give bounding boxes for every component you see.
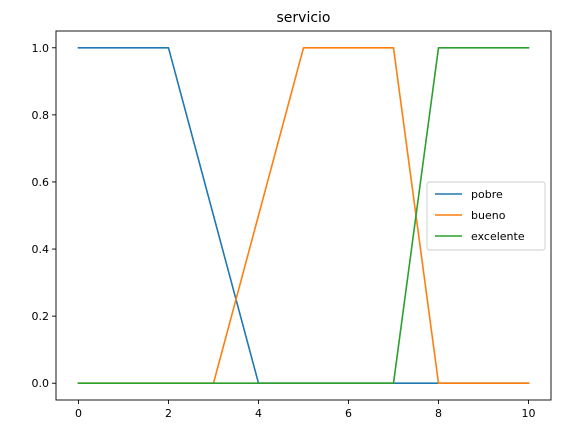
- x-tick-label: 6: [345, 407, 352, 420]
- legend: pobre bueno excelente: [427, 182, 545, 250]
- y-tick-label: 0.2: [32, 310, 50, 323]
- legend-label-bueno: bueno: [471, 209, 506, 222]
- y-tick-label: 0.4: [32, 243, 50, 256]
- y-tick-label: 0.6: [32, 176, 50, 189]
- legend-label-excelente: excelente: [471, 230, 525, 243]
- legend-label-pobre: pobre: [471, 188, 503, 201]
- x-tick-label: 2: [165, 407, 172, 420]
- x-tick-label: 8: [435, 407, 442, 420]
- y-tick-label: 0.8: [32, 109, 50, 122]
- x-tick-label: 10: [522, 407, 536, 420]
- x-tick-label: 4: [255, 407, 262, 420]
- y-tick-label: 1.0: [32, 42, 50, 55]
- x-tick-label: 0: [75, 407, 82, 420]
- y-tick-label: 0.0: [32, 377, 50, 390]
- chart-title: servicio: [277, 10, 331, 26]
